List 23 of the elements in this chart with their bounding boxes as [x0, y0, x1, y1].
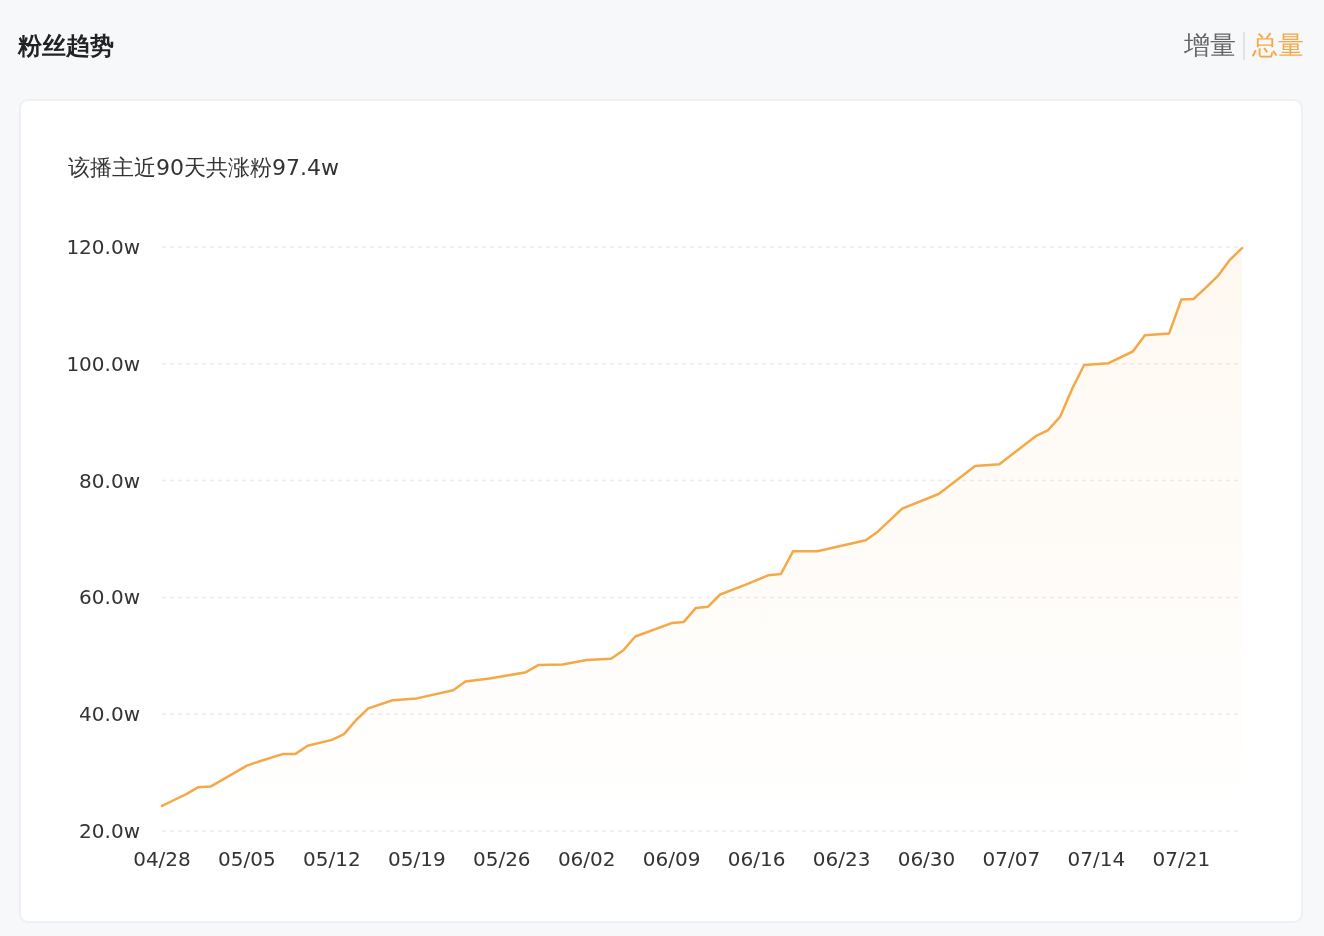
x-tick-label: 07/07 [982, 847, 1041, 871]
y-tick-label: 20.0w [79, 819, 140, 843]
text: 总量 [1251, 30, 1304, 60]
text: 增量 [1183, 30, 1236, 60]
x-tick-label: 06/23 [812, 847, 871, 871]
y-tick-label: 60.0w [79, 585, 140, 610]
chart-subtitle: 该播主近90天共涨粉97.4w [68, 155, 339, 180]
chart-title: 粉丝趋势 [17, 32, 114, 60]
x-tick-label: 05/26 [472, 847, 531, 871]
y-tick-label: 120.0w [66, 235, 140, 259]
y-tick-label: 40.0w [79, 702, 140, 727]
x-tick-label: 07/14 [1067, 847, 1126, 871]
x-tick-label: 05/05 [218, 847, 276, 871]
x-tick-label: 06/09 [642, 847, 701, 871]
y-tick-label: 100.0w [66, 351, 140, 376]
x-tick-label: 05/12 [303, 847, 361, 871]
x-tick-label: 06/30 [897, 847, 956, 871]
x-tick-label: 07/21 [1152, 847, 1211, 871]
x-tick-label: 06/16 [727, 847, 786, 871]
y-tick-label: 80.0w [79, 468, 140, 493]
x-tick-label: 04/28 [133, 847, 191, 871]
x-tick-label: 06/02 [557, 847, 616, 871]
x-tick-label: 05/19 [388, 847, 446, 871]
